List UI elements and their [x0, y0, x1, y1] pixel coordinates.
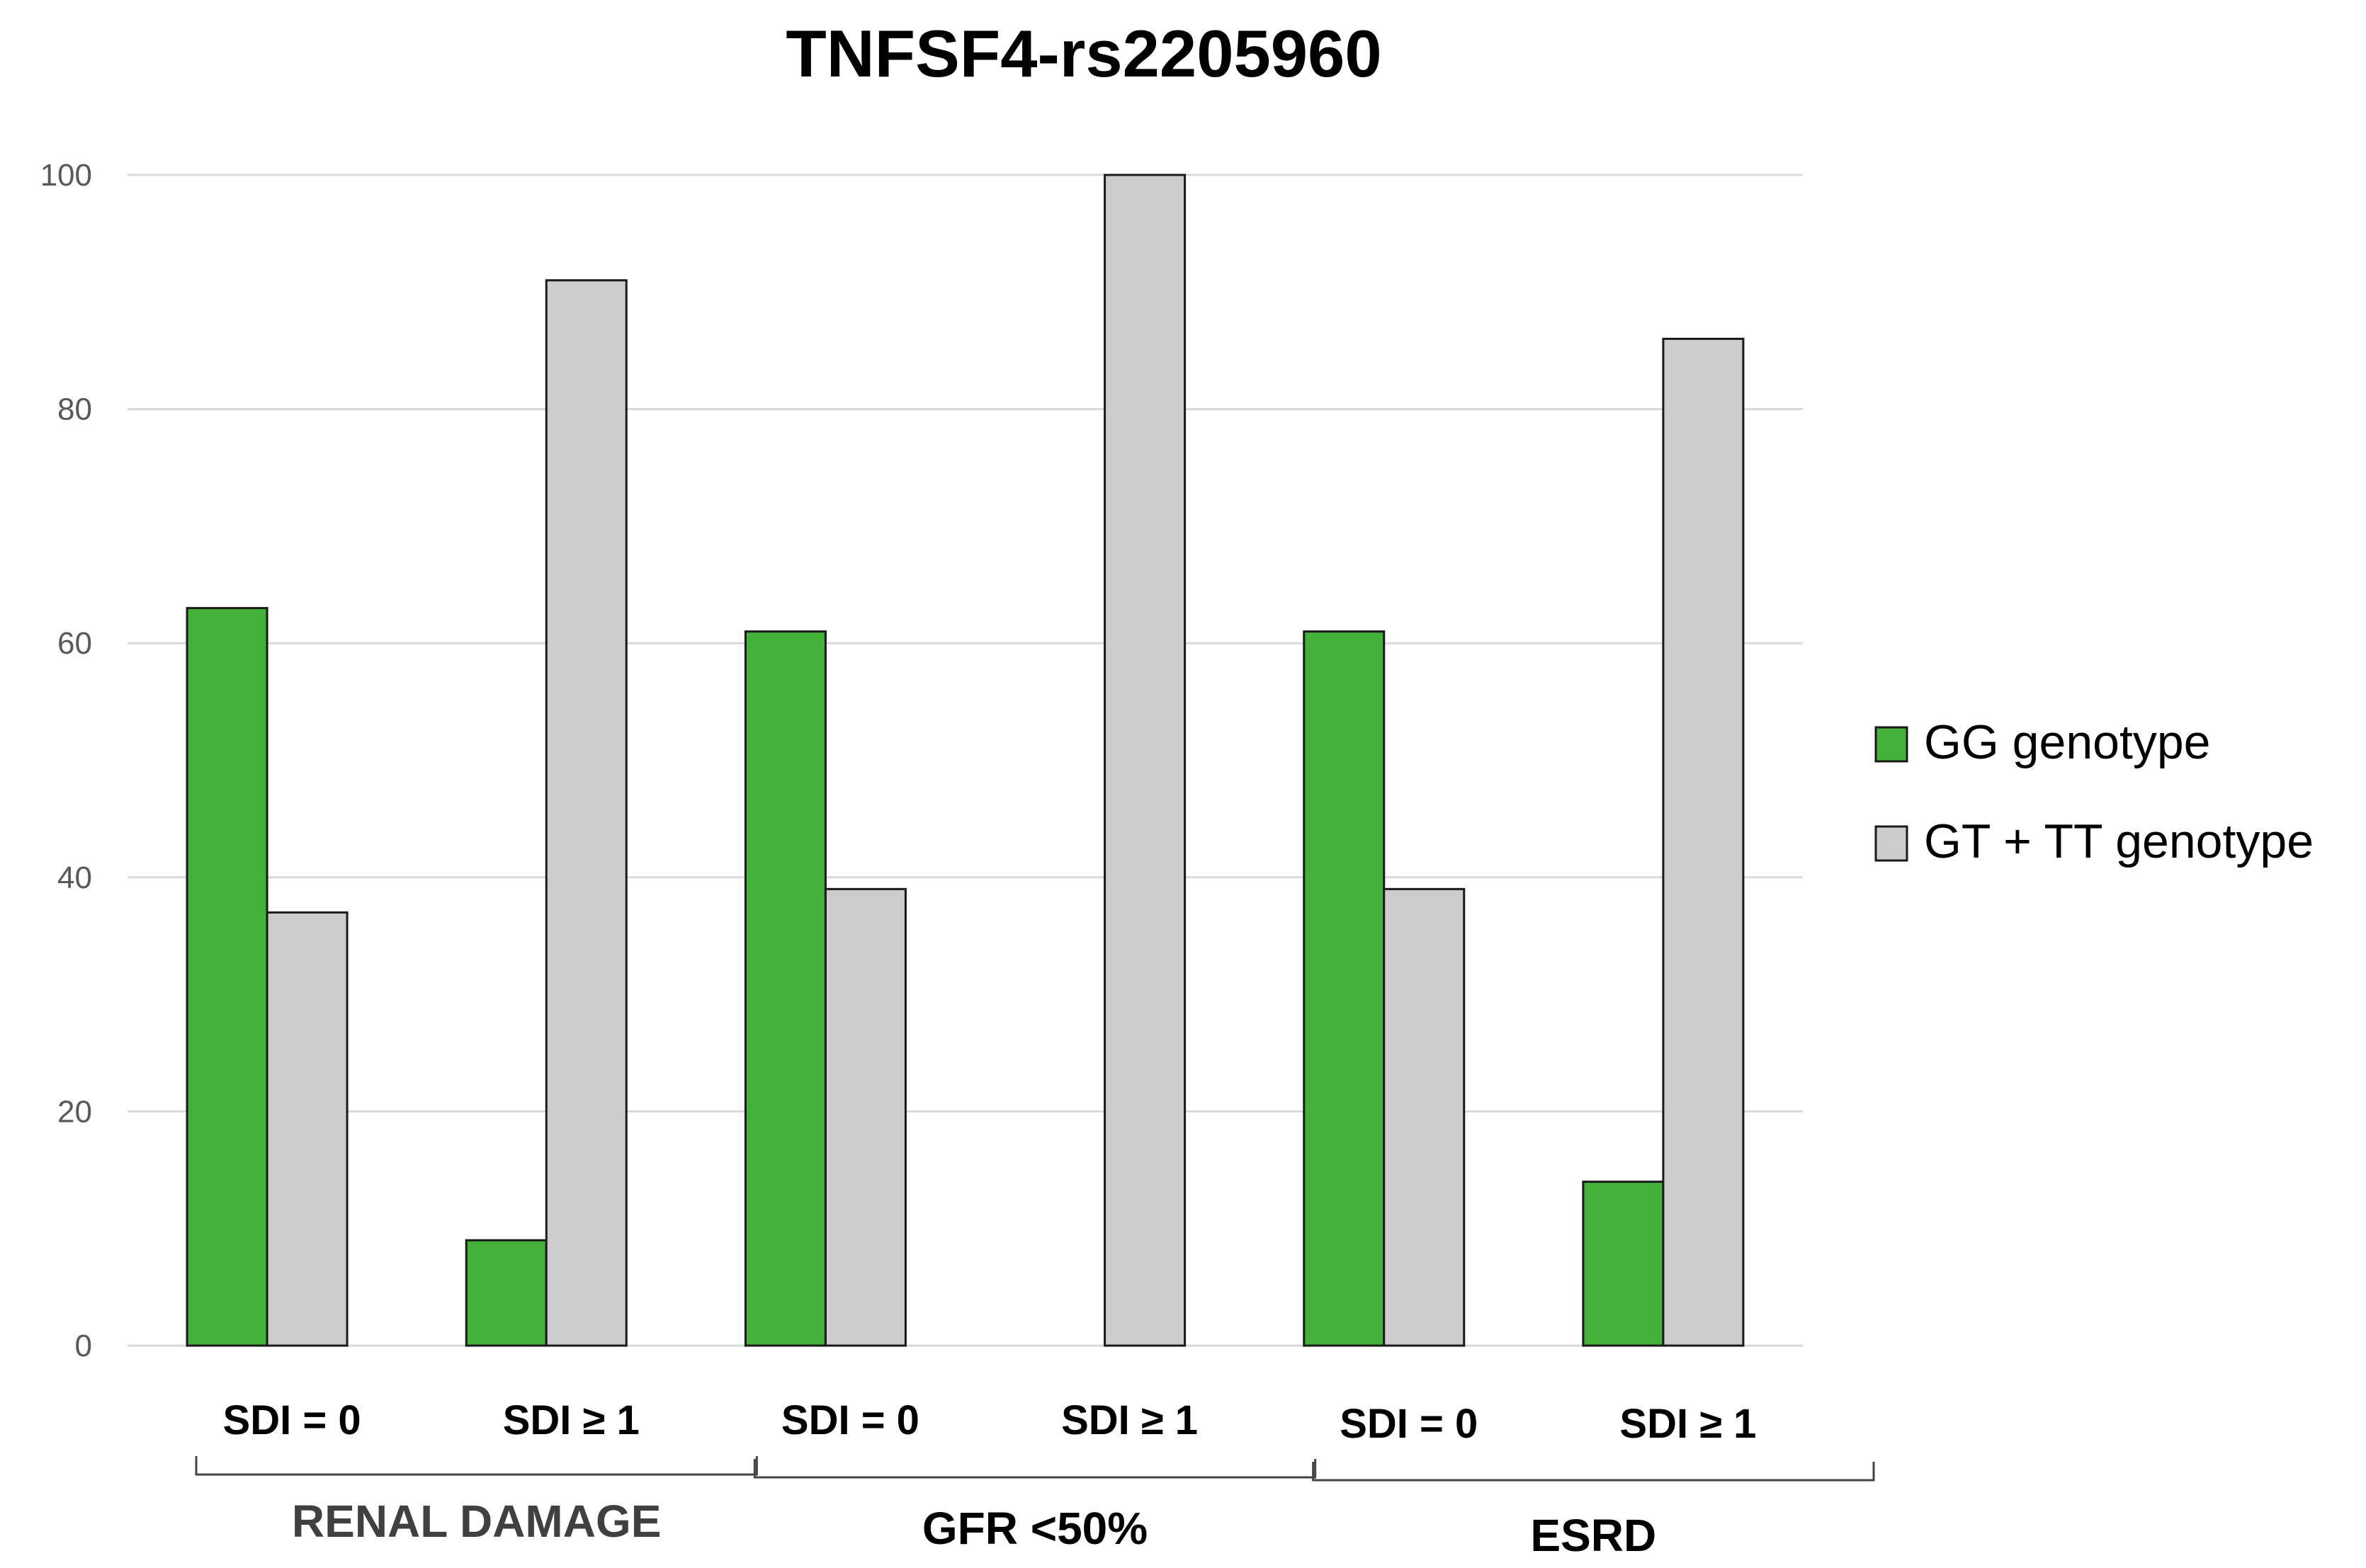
bar-gt-tt [1104, 174, 1187, 1347]
category-label: SDI = 0 [1340, 1401, 1478, 1447]
y-axis-ticks: 0 20 40 60 80 100 [40, 158, 92, 1363]
y-tick-label: 0 [75, 1329, 92, 1363]
y-tick-label: 100 [40, 158, 92, 193]
y-tick-label: 60 [57, 626, 92, 661]
y-tick-label: 20 [57, 1094, 92, 1129]
bar-gt-tt [266, 911, 349, 1347]
group-label: GFR <50% [922, 1503, 1148, 1554]
group-bracket [195, 1456, 758, 1476]
group-label: RENAL DAMAGE [292, 1496, 662, 1547]
category-label: SDI ≥ 1 [503, 1397, 640, 1443]
bar-gt-tt [545, 279, 628, 1347]
category-label: SDI ≥ 1 [1061, 1397, 1198, 1443]
legend-swatch [1874, 726, 1908, 763]
category-label: SDI = 0 [223, 1397, 361, 1443]
group-bracket [1312, 1462, 1875, 1482]
bar-gg [744, 630, 827, 1347]
bar-gt-tt [1383, 887, 1466, 1347]
legend-label: GT + TT genotype [1924, 814, 2314, 868]
group-bracket [753, 1459, 1317, 1479]
category-label: SDI = 0 [781, 1397, 919, 1443]
legend: GG genotype GT + TT genotype [1874, 715, 2314, 868]
bar-gg [1582, 1181, 1665, 1347]
bar-gg [1303, 630, 1386, 1347]
y-tick-label: 40 [57, 860, 92, 895]
x-axis-labels: SDI = 0 SDI ≥ 1 SDI = 0 SDI ≥ 1 SDI = 0 SDI ≥… [223, 1397, 1757, 1447]
bar-gt-tt [1662, 337, 1745, 1347]
y-tick-label: 80 [57, 392, 92, 427]
gridlines [128, 174, 1803, 1347]
bars [186, 174, 1745, 1347]
chart-title: TNFSF4-rs2205960 [786, 16, 1381, 91]
legend-label: GG genotype [1924, 715, 2210, 769]
category-label: SDI ≥ 1 [1619, 1401, 1756, 1447]
legend-swatch [1874, 825, 1908, 862]
bar-gg [186, 607, 268, 1347]
category-groups: RENAL DAMAGE GFR <50% ESRD [195, 1456, 1875, 1561]
bar-gg [465, 1239, 548, 1347]
group-label: ESRD [1530, 1510, 1656, 1561]
bar-gt-tt [824, 887, 907, 1347]
